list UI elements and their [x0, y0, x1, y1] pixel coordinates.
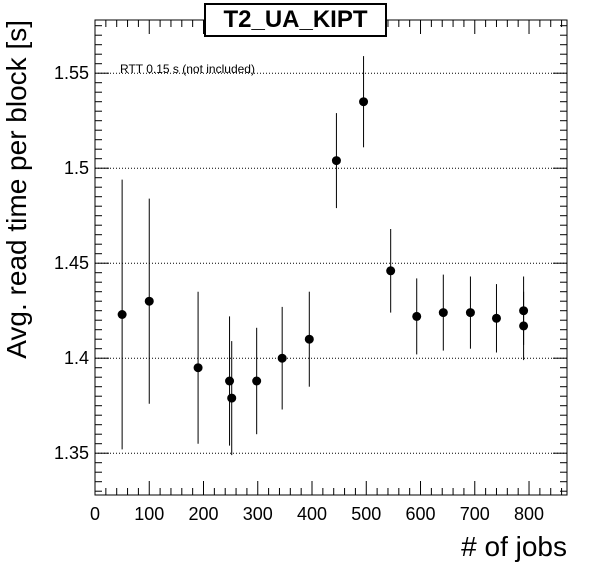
plot-frame	[94, 19, 568, 496]
data-points	[117, 56, 529, 456]
x-tick-label: 700	[460, 504, 490, 524]
data-point	[412, 311, 422, 321]
data-point	[438, 308, 448, 318]
data-point	[225, 376, 235, 386]
rtt-annotation: RTT 0.15 s (not included)	[120, 62, 255, 76]
x-tick-label: 800	[514, 504, 544, 524]
data-point	[304, 334, 314, 344]
data-point	[117, 310, 127, 319]
data-point	[386, 266, 396, 276]
data-point	[331, 156, 341, 166]
data-point	[519, 321, 529, 331]
y-tick-label: 1.35	[54, 443, 89, 463]
y-tick-label: 1.4	[64, 348, 89, 368]
y-tick-label: 1.55	[54, 63, 89, 83]
data-point	[359, 97, 369, 107]
x-tick-label: 300	[243, 504, 273, 524]
grid-lines	[95, 72, 567, 454]
data-point	[227, 393, 237, 403]
data-point	[491, 313, 501, 323]
x-tick-label: 0	[90, 504, 100, 524]
y-axis: 1.35 1.4 1.45 1.5 1.55	[54, 25, 567, 492]
data-point	[252, 376, 262, 386]
y-tick-label: 1.45	[54, 253, 89, 273]
x-tick-label: 100	[134, 504, 164, 524]
x-axis-label: # of jobs	[461, 531, 567, 562]
y-tick-label: 1.5	[64, 158, 89, 178]
x-tick-label: 400	[297, 504, 327, 524]
x-axis: 0 100 200 300 400 500 600 700 800	[90, 20, 563, 524]
chart-title: T2_UA_KIPT	[204, 3, 387, 37]
data-point	[277, 353, 287, 363]
x-tick-label: 600	[405, 504, 435, 524]
x-tick-label: 200	[188, 504, 218, 524]
data-point	[193, 363, 203, 373]
y-axis-label: Avg. read time per block [s]	[1, 20, 32, 359]
x-tick-label: 500	[351, 504, 381, 524]
data-point	[144, 296, 154, 306]
data-point	[465, 308, 475, 318]
